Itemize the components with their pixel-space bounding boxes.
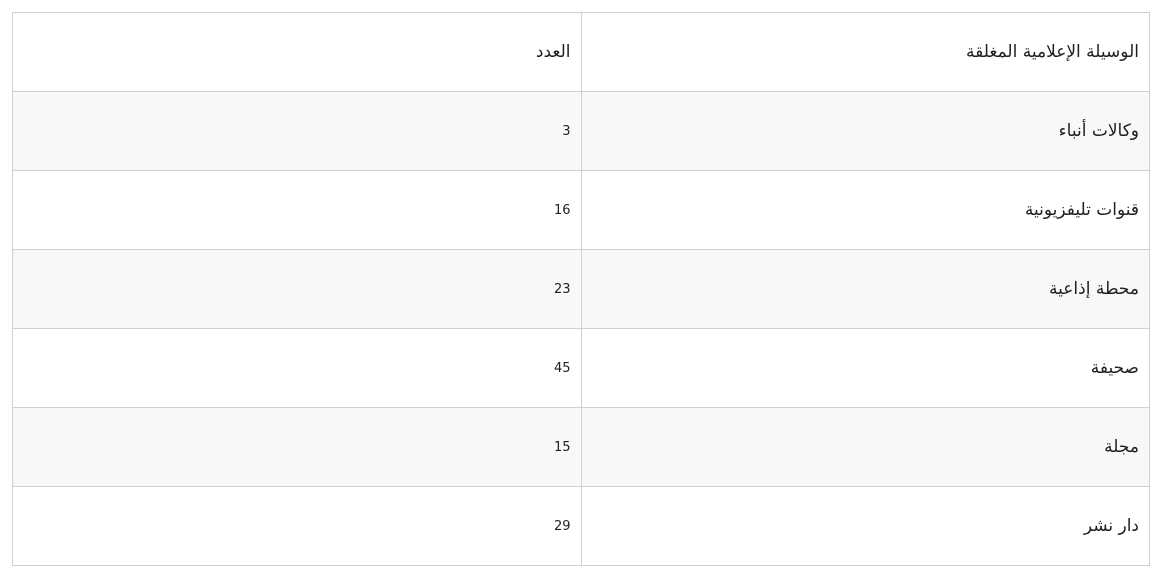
table-row: محطة إذاعية 23 bbox=[12, 249, 1150, 329]
count-cell: 15 bbox=[12, 407, 582, 487]
count-cell: 16 bbox=[12, 170, 582, 250]
count-cell: 3 bbox=[12, 91, 582, 171]
closed-media-outlets-table: الوسيلة الإعلامية المغلقة العدد وكالات أ… bbox=[12, 12, 1150, 566]
table-row: قنوات تليفزيونية 16 bbox=[12, 170, 1150, 250]
media-outlet-cell: دار نشر bbox=[580, 486, 1150, 566]
media-outlet-cell: صحيفة bbox=[580, 328, 1150, 408]
media-outlet-cell: قنوات تليفزيونية bbox=[580, 170, 1150, 250]
count-cell: 23 bbox=[12, 249, 582, 329]
column-header-media-outlet: الوسيلة الإعلامية المغلقة bbox=[580, 12, 1150, 92]
table-row: صحيفة 45 bbox=[12, 328, 1150, 408]
column-header-count: العدد bbox=[12, 12, 582, 92]
media-outlet-cell: محطة إذاعية bbox=[580, 249, 1150, 329]
table-row: دار نشر 29 bbox=[12, 486, 1150, 566]
table-row: وكالات أنباء 3 bbox=[12, 91, 1150, 171]
count-cell: 45 bbox=[12, 328, 582, 408]
media-outlet-cell: مجلة bbox=[580, 407, 1150, 487]
table-row: مجلة 15 bbox=[12, 407, 1150, 487]
table-header-row: الوسيلة الإعلامية المغلقة العدد bbox=[12, 12, 1150, 92]
count-cell: 29 bbox=[12, 486, 582, 566]
media-outlet-cell: وكالات أنباء bbox=[580, 91, 1150, 171]
